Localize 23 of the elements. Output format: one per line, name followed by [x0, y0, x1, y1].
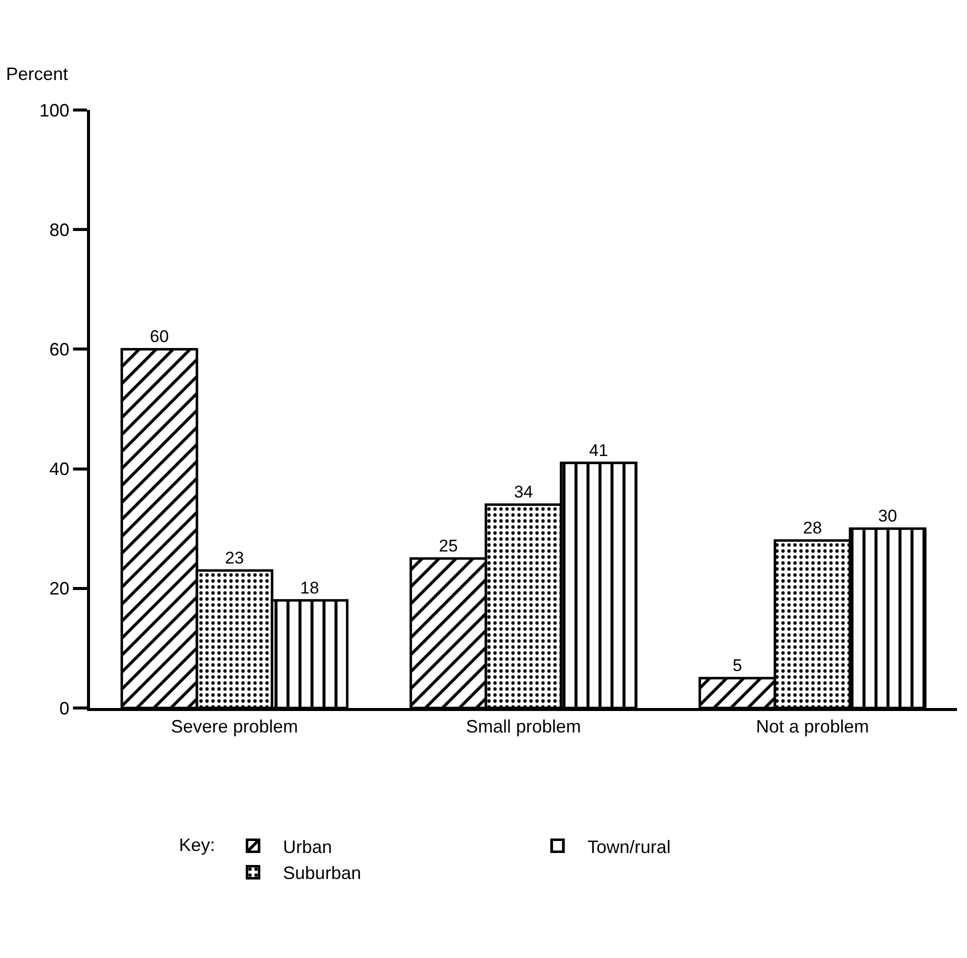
x-tick-label: Severe problem [170, 716, 298, 737]
y-tick-label: 80 [49, 220, 70, 240]
data-label: 41 [589, 440, 608, 460]
y-tick-label: 20 [49, 578, 70, 599]
legend-label: Urban [283, 836, 332, 857]
data-label: 28 [803, 518, 822, 538]
x-tick-label: Not a problem [756, 716, 870, 737]
data-label: 23 [225, 548, 244, 568]
data-label: 60 [150, 327, 169, 346]
y-tick-label: 60 [49, 340, 70, 360]
legend-label: Town/rural [588, 836, 671, 857]
y-axis-title: Percent [6, 64, 68, 84]
x-tick-label: Small problem [466, 716, 582, 737]
legend-title: Key: [179, 835, 216, 855]
legend-label: Suburban [283, 863, 362, 884]
data-label: 5 [732, 656, 742, 676]
data-label: 18 [300, 578, 320, 598]
y-tick-label: 100 [39, 100, 70, 120]
y-tick-label: 0 [59, 698, 70, 718]
y-tick-label: 40 [49, 459, 70, 480]
data-label: 34 [514, 482, 533, 502]
data-label: 25 [438, 536, 458, 556]
data-label: 30 [878, 506, 898, 526]
